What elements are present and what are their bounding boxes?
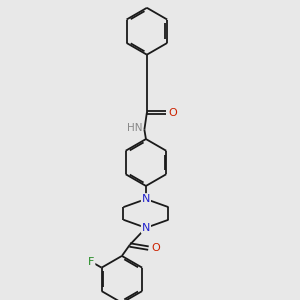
Text: N: N xyxy=(142,194,150,204)
Text: O: O xyxy=(151,243,160,253)
Text: O: O xyxy=(169,107,178,118)
Text: N: N xyxy=(142,223,150,233)
Text: HN: HN xyxy=(127,123,142,133)
Text: F: F xyxy=(88,257,94,267)
